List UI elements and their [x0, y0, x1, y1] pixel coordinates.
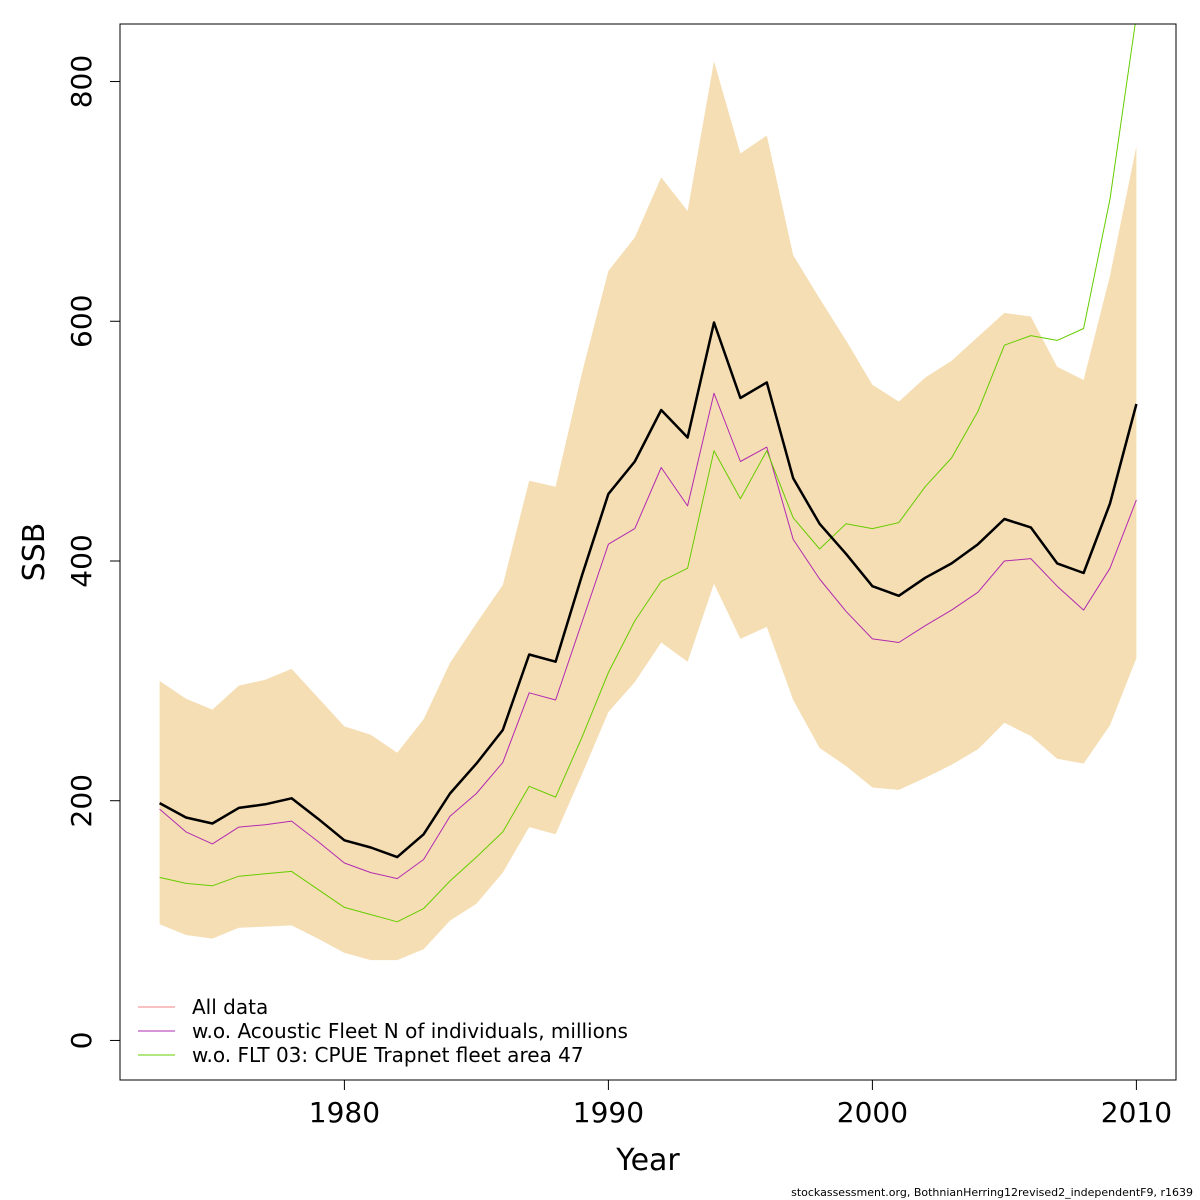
plot-area — [159, 24, 1138, 961]
x-axis: 1980 1990 2000 2010 — [309, 1079, 1172, 1129]
confidence-band — [159, 61, 1137, 961]
series-line-2 — [159, 24, 1136, 923]
y-tick-label: 600 — [65, 295, 98, 348]
series-line-0 — [159, 321, 1138, 859]
footer-credit: stockassessment.org, BothnianHerring12re… — [791, 1186, 1193, 1199]
y-axis-title: SSB — [17, 523, 52, 582]
x-tick-label: 2010 — [1101, 1096, 1172, 1129]
y-tick-label: 0 — [65, 1032, 98, 1050]
legend-label-0: All data — [192, 995, 268, 1019]
y-tick-label: 800 — [65, 55, 98, 108]
y-tick-label: 200 — [65, 774, 98, 827]
x-tick-label: 1980 — [309, 1096, 380, 1129]
x-axis-title: Year — [615, 1143, 680, 1178]
legend-label-1: w.o. Acoustic Fleet N of individuals, mi… — [192, 1019, 628, 1043]
series-line-1 — [159, 392, 1137, 880]
y-tick-label: 400 — [65, 534, 98, 587]
x-tick-label: 1990 — [573, 1096, 644, 1129]
x-tick-label: 2000 — [837, 1096, 908, 1129]
legend-label-2: w.o. FLT 03: CPUE Trapnet fleet area 47 — [192, 1043, 584, 1067]
y-axis: 0 200 400 600 800 — [65, 55, 121, 1050]
